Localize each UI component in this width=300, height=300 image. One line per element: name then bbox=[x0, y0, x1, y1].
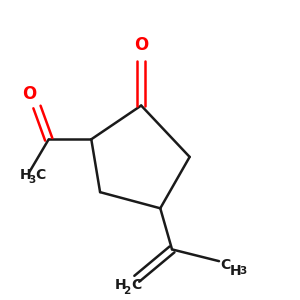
Text: C: C bbox=[35, 167, 46, 182]
Text: C: C bbox=[131, 278, 141, 292]
Text: 2: 2 bbox=[124, 286, 131, 296]
Text: 3: 3 bbox=[239, 266, 246, 275]
Text: C: C bbox=[220, 258, 231, 272]
Text: H: H bbox=[115, 278, 126, 292]
Text: O: O bbox=[134, 36, 148, 54]
Text: H: H bbox=[229, 263, 241, 278]
Text: H: H bbox=[19, 167, 31, 182]
Text: 3: 3 bbox=[28, 176, 35, 185]
Text: O: O bbox=[22, 85, 36, 103]
